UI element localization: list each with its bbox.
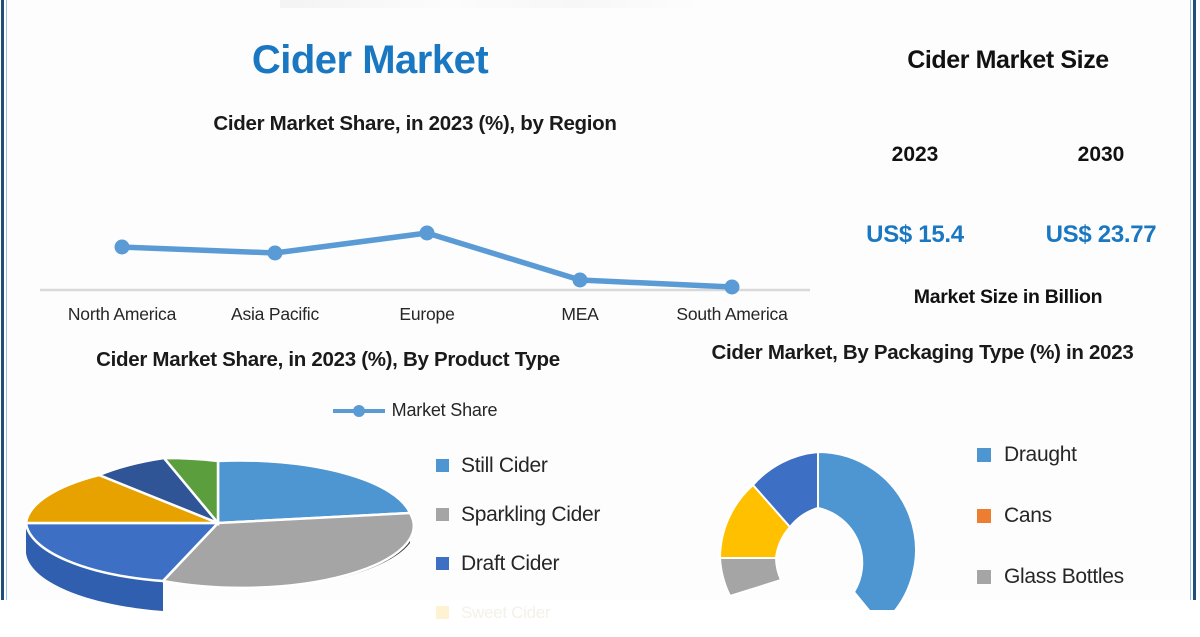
packaging-chart-title: Cider Market, By Packaging Type (%) in 2…: [711, 341, 1134, 364]
region-data-point-asia-pacific[interactable]: [267, 245, 283, 261]
report-page: Cider Market Cider Market Share, in 2023…: [0, 0, 1200, 600]
legend-swatch-draft-cider: [436, 557, 449, 570]
page-frame-right-border: [1193, 0, 1196, 600]
product-slice-sweet-cider[interactable]: [24, 473, 219, 525]
legend-label-sweet-cider: Sweet Cider: [461, 602, 551, 622]
region-chart-x-axis-labels: North America Asia Pacific Europe MEA So…: [10, 304, 820, 330]
market-size-base-year: 2023: [891, 143, 939, 166]
page-frame-right-inner-line: [1190, 0, 1191, 600]
region-data-point-mea[interactable]: [572, 272, 588, 288]
market-size-base-value: US$ 15.4: [866, 221, 964, 248]
legend-label-draft-cider: Draft Cider: [461, 551, 560, 575]
legend-label-still-cider: Still Cider: [461, 453, 548, 477]
region-chart-plot-area: [10, 160, 820, 295]
packaging-slice-royal-blue[interactable]: [751, 450, 819, 529]
legend-swatch-still-cider: [436, 459, 449, 472]
legend-item-glass-bottles[interactable]: Glass Bottles: [977, 546, 1192, 607]
packaging-chart-legend: Draught Cans Glass Bottles: [977, 424, 1192, 607]
region-chart-title: Cider Market Share, in 2023 (%), by Regi…: [213, 112, 617, 135]
top-edge-artifact: [280, 0, 700, 8]
legend-item-still-cider[interactable]: Still Cider: [436, 441, 651, 490]
market-size-title: Cider Market Size: [907, 46, 1109, 74]
region-data-point-north-america[interactable]: [114, 239, 130, 255]
legend-label-glass-bottles: Glass Bottles: [1004, 564, 1124, 588]
page-title: Cider Market: [251, 38, 489, 82]
legend-label-market-share: Market Share: [391, 400, 498, 420]
packaging-donut-graphic: [678, 440, 958, 627]
page-frame-left-inner-line: [6, 0, 7, 600]
legend-marker-market-share: [332, 408, 385, 413]
legend-swatch-cans: [977, 508, 991, 523]
legend-item-cans[interactable]: Cans: [977, 485, 1192, 546]
legend-label-cans: Cans: [1004, 503, 1052, 527]
region-line-svg: [40, 225, 810, 295]
page-frame-left-border: [1, 0, 4, 600]
legend-swatch-sparkling-cider: [436, 508, 449, 521]
product-pie-svg: [24, 456, 415, 611]
legend-item-draft-cider[interactable]: Draft Cider: [436, 539, 651, 588]
product-slice-draft-cider[interactable]: [24, 521, 221, 583]
product-slice-still-cider[interactable]: [216, 459, 412, 525]
x-tick-label-europe: Europe: [399, 304, 455, 324]
market-size-forecast-year: 2030: [1077, 143, 1125, 166]
legend-swatch-glass-bottles: [977, 569, 991, 584]
packaging-slice-yellow[interactable]: [718, 483, 792, 559]
legend-item-sparkling-cider[interactable]: Sparkling Cider: [436, 490, 651, 539]
legend-label-sparkling-cider: Sparkling Cider: [461, 502, 601, 526]
legend-item-sweet-cider[interactable]: Sweet Cider: [436, 588, 651, 637]
legend-label-draught: Draught: [1004, 442, 1077, 466]
product-slice-other[interactable]: [161, 456, 220, 527]
legend-swatch-sweet-cider: [436, 606, 449, 619]
product-slice-side-draft: [26, 523, 163, 611]
region-data-point-south-america[interactable]: [724, 279, 740, 295]
product-slice-sparkling-cider[interactable]: [160, 511, 415, 590]
legend-swatch-draught: [977, 447, 991, 462]
x-tick-label-asia-pacific: Asia Pacific: [230, 304, 320, 324]
packaging-slice-glass-bottles[interactable]: [718, 557, 783, 598]
legend-item-draught[interactable]: Draught: [977, 424, 1192, 485]
product-chart-legend: Still Cider Sparkling Cider Draft Cider …: [436, 441, 651, 637]
region-share-chart: Cider Market Share, in 2023 (%), by Regi…: [10, 112, 820, 420]
market-size-unit-caption: Market Size in Billion: [913, 286, 1103, 308]
product-pie-graphic: [0, 445, 438, 615]
market-size-forecast-value: US$ 23.77: [1045, 221, 1157, 248]
packaging-slice-draught[interactable]: [817, 450, 917, 627]
packaging-type-chart: Cider Market, By Packaging Type (%) in 2…: [650, 338, 1195, 627]
packaging-donut-svg: [718, 450, 917, 627]
region-chart-legend[interactable]: Market Share: [10, 400, 820, 421]
product-chart-title: Cider Market Share, in 2023 (%), By Prod…: [96, 348, 560, 371]
x-tick-label-north-america: North America: [67, 304, 177, 324]
region-data-point-europe[interactable]: [419, 225, 435, 241]
market-size-years-row: 2023 2030: [822, 143, 1194, 167]
product-type-chart: Cider Market Share, in 2023 (%), By Prod…: [8, 345, 648, 622]
x-tick-label-mea: MEA: [561, 304, 599, 324]
region-series-line: [119, 230, 735, 290]
market-size-panel: Cider Market Size 2023 2030 US$ 15.4 US$…: [822, 46, 1194, 326]
x-tick-label-south-america: South America: [676, 304, 788, 324]
market-size-values-row: US$ 15.4 US$ 23.77: [822, 221, 1194, 249]
